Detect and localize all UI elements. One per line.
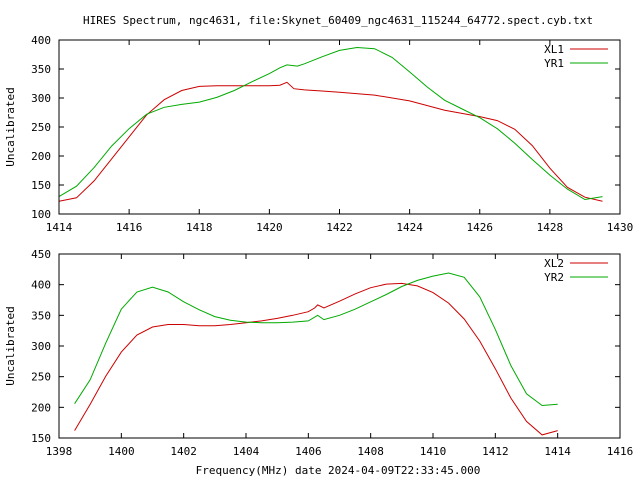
lower-y-tick-label: 200	[31, 401, 51, 414]
lower-y-tick-label: 250	[31, 371, 51, 384]
lower-y-tick-label: 400	[31, 279, 51, 292]
lower-y-tick-label: 350	[31, 309, 51, 322]
lower-x-tick-label: 1416	[607, 445, 634, 458]
legend-label-yr2: YR2	[544, 271, 564, 284]
legend-label-xl1: XL1	[544, 43, 564, 56]
upper-x-tick-label: 1426	[467, 221, 494, 234]
lower-x-tick-label: 1398	[46, 445, 73, 458]
lower-x-tick-label: 1408	[357, 445, 384, 458]
upper-y-tick-label: 100	[31, 208, 51, 221]
upper-x-tick-label: 1416	[116, 221, 143, 234]
upper-x-tick-label: 1422	[326, 221, 353, 234]
upper-y-tick-label: 200	[31, 150, 51, 163]
upper-x-tick-label: 1420	[256, 221, 283, 234]
lower-x-tick-label: 1414	[544, 445, 571, 458]
x-axis-label: Frequency(MHz) date 2024-04-09T22:33:45.…	[196, 464, 481, 477]
upper-x-tick-label: 1424	[396, 221, 423, 234]
upper-x-tick-label: 1430	[607, 221, 634, 234]
lower-x-tick-label: 1402	[170, 445, 197, 458]
lower-y-tick-label: 450	[31, 248, 51, 261]
upper-y-tick-label: 400	[31, 34, 51, 47]
lower-x-tick-label: 1404	[233, 445, 260, 458]
series-line-yr2	[74, 272, 558, 407]
series-line-xl1	[58, 81, 603, 202]
upper-y-tick-label: 250	[31, 121, 51, 134]
figure-title: HIRES Spectrum, ngc4631, file:Skynet_604…	[83, 14, 593, 27]
upper-x-tick-label: 1428	[537, 221, 564, 234]
lower-y-tick-label: 150	[31, 432, 51, 445]
lower-y-axis-label: Uncalibrated	[4, 306, 17, 385]
upper-y-axis-label: Uncalibrated	[4, 87, 17, 166]
lower-x-tick-label: 1410	[420, 445, 447, 458]
lower-x-tick-label: 1400	[108, 445, 135, 458]
lower-y-tick-label: 300	[31, 340, 51, 353]
upper-plot-frame	[58, 39, 621, 215]
upper-x-tick-label: 1418	[186, 221, 213, 234]
upper-y-tick-label: 300	[31, 92, 51, 105]
upper-plot-panel: 1414 1416 1418 1420 1422 1424 1426 1428 1430 100 1…	[4, 34, 633, 234]
upper-y-tick-label: 350	[31, 63, 51, 76]
lower-plot-frame	[58, 253, 621, 439]
lower-x-tick-label: 1412	[482, 445, 509, 458]
lower-x-tick-label: 1406	[295, 445, 322, 458]
lower-plot-panel: 1398 1400 1402 1404 1406 1408 1410 1412 1414 1416…	[4, 248, 633, 458]
series-line-yr1	[58, 46, 603, 201]
series-line-xl2	[74, 282, 558, 436]
upper-y-tick-label: 150	[31, 179, 51, 192]
legend-label-yr1: YR1	[544, 57, 564, 70]
upper-x-tick-label: 1414	[46, 221, 73, 234]
legend-label-xl2: XL2	[544, 257, 564, 270]
